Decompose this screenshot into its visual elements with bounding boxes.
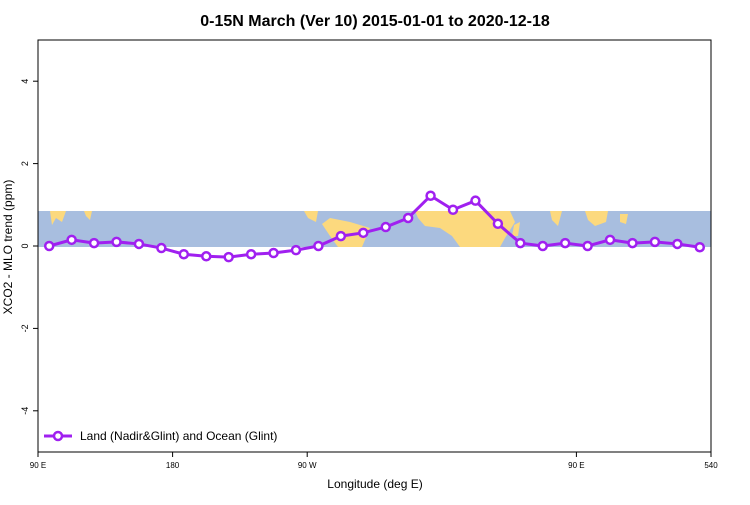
- y-tick-label: 2: [20, 161, 30, 166]
- x-tick-label: 90 E: [568, 461, 584, 470]
- point: [156, 242, 167, 254]
- y-tick-label: -4: [20, 407, 30, 415]
- point: [88, 237, 100, 249]
- point: [627, 237, 638, 249]
- legend-marker: [52, 430, 64, 442]
- x-tick-label: 180: [166, 461, 180, 470]
- point: [425, 190, 436, 201]
- point: [178, 248, 190, 260]
- point: [133, 238, 145, 250]
- point: [43, 240, 55, 252]
- point: [582, 240, 593, 252]
- y-tick-label: -2: [20, 324, 30, 332]
- x-tick-label: 540: [704, 461, 718, 470]
- point: [335, 230, 347, 242]
- point: [201, 251, 212, 262]
- point: [402, 212, 414, 224]
- legend-label: Land (Nadir&Glint) and Ocean (Glint): [80, 429, 277, 443]
- point: [559, 237, 571, 249]
- x-tick-label: 90 E: [30, 461, 46, 470]
- chart-title: 0-15N March (Ver 10) 2015-01-01 to 2020-…: [200, 13, 550, 30]
- point: [290, 244, 302, 256]
- point: [66, 234, 77, 246]
- point: [380, 221, 391, 233]
- point: [470, 195, 481, 206]
- point: [313, 240, 324, 252]
- point: [515, 237, 526, 249]
- point: [245, 248, 257, 260]
- point: [694, 241, 706, 253]
- point: [223, 251, 234, 263]
- y-tick-label: 4: [20, 79, 30, 84]
- point: [537, 240, 548, 252]
- point: [649, 236, 661, 248]
- x-tick-label: 90 W: [298, 461, 317, 470]
- point: [111, 236, 122, 248]
- point: [672, 238, 683, 250]
- map-band: [38, 211, 711, 247]
- y-tick-label: 0: [20, 243, 30, 248]
- point: [604, 234, 616, 246]
- point: [358, 227, 369, 239]
- x-axis-label: Longitude (deg E): [327, 477, 422, 491]
- point: [492, 218, 504, 230]
- y-axis-label: XCO2 - MLO trend (ppm): [1, 180, 15, 315]
- point: [447, 204, 459, 215]
- point: [268, 247, 279, 259]
